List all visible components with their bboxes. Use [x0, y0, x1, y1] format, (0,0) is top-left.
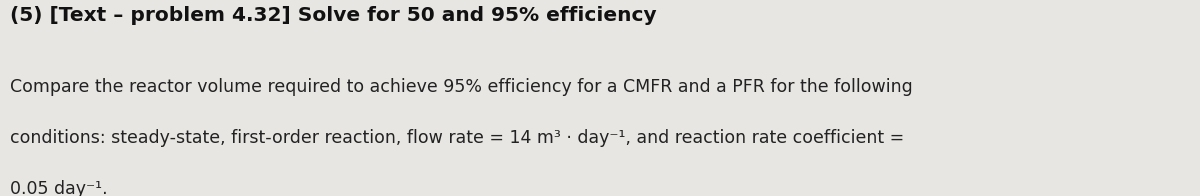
Text: 0.05 day⁻¹.: 0.05 day⁻¹.: [10, 180, 107, 196]
Text: Compare the reactor volume required to achieve 95% efficiency for a CMFR and a P: Compare the reactor volume required to a…: [10, 78, 912, 96]
Text: (5) [Text – problem 4.32] Solve for 50 and 95% efficiency: (5) [Text – problem 4.32] Solve for 50 a…: [10, 6, 656, 25]
Text: conditions: steady-state, first-order reaction, flow rate = 14 m³ · day⁻¹, and r: conditions: steady-state, first-order re…: [10, 129, 904, 147]
